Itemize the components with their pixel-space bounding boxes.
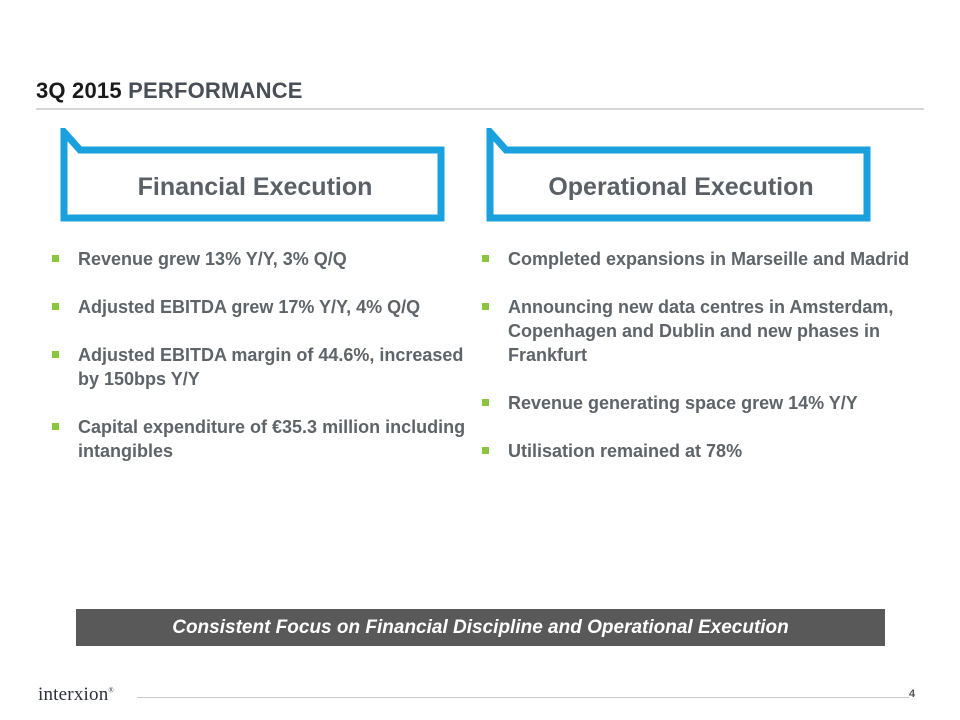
bullet-square-icon [52, 351, 59, 358]
list-item: Revenue generating space grew 14% Y/Y [482, 391, 912, 415]
list-item: Announcing new data centres in Amsterdam… [482, 295, 912, 367]
list-item: Completed expansions in Marseille and Ma… [482, 247, 912, 271]
bullet-square-icon [52, 423, 59, 430]
list-item: Adjusted EBITDA margin of 44.6%, increas… [52, 343, 472, 391]
financial-bullet-list: Revenue grew 13% Y/Y, 3% Q/Q Adjusted EB… [52, 247, 472, 487]
footer-divider [137, 697, 909, 698]
list-item: Capital expenditure of €35.3 million inc… [52, 415, 472, 463]
list-item: Adjusted EBITDA grew 17% Y/Y, 4% Q/Q [52, 295, 472, 319]
bullet-square-icon [482, 303, 489, 310]
bullet-square-icon [52, 255, 59, 262]
interxion-logo: interxion® [38, 684, 114, 705]
bullet-square-icon [482, 447, 489, 454]
page-number: 4 [909, 688, 916, 700]
list-item: Revenue grew 13% Y/Y, 3% Q/Q [52, 247, 472, 271]
callout-frame-icon [486, 128, 871, 222]
financial-execution-heading: Financial Execution [137, 173, 373, 201]
bullet-square-icon [52, 303, 59, 310]
title-divider [36, 108, 924, 110]
title-prefix: 3Q 2015 [36, 78, 122, 103]
operational-bullet-list: Completed expansions in Marseille and Ma… [482, 247, 912, 487]
summary-banner: Consistent Focus on Financial Discipline… [76, 609, 885, 646]
operational-execution-callout: Operational Execution [486, 128, 876, 223]
financial-execution-callout: Financial Execution [60, 128, 450, 223]
list-item: Utilisation remained at 78% [482, 439, 912, 463]
slide-title: 3Q 2015 PERFORMANCE [36, 78, 303, 104]
bullet-square-icon [482, 255, 489, 262]
title-rest: PERFORMANCE [128, 78, 303, 103]
bullet-square-icon [482, 399, 489, 406]
operational-execution-heading: Operational Execution [548, 173, 814, 201]
callout-frame-icon [60, 128, 445, 222]
